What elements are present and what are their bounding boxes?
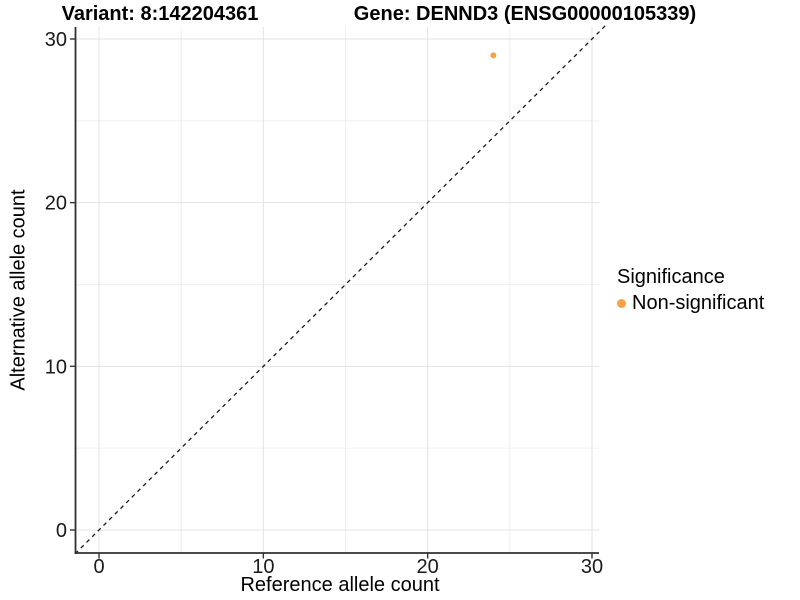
legend-point-icon (617, 299, 626, 308)
y-tick-label: 10 (45, 356, 67, 378)
legend-item-label: Non-significant (632, 292, 765, 314)
legend-item: Non-significant (617, 292, 764, 315)
legend: Significance Non-significant (617, 266, 764, 315)
y-axis-title: Alternative allele count (7, 189, 30, 391)
x-axis-title: Reference allele count (240, 574, 440, 596)
y-tick-label: 30 (45, 29, 67, 51)
plot-title-gene: Gene: DENND3 (ENSG00000105339) (353, 3, 697, 25)
x-tick-label: 30 (581, 556, 603, 578)
plot-title-variant: Variant: 8:142204361 (61, 3, 259, 25)
y-tick-label: 0 (56, 520, 67, 542)
x-tick-label: 20 (417, 556, 439, 578)
legend-title: Significance (617, 266, 725, 288)
x-tick-label: 10 (252, 556, 274, 578)
x-tick-label: 0 (93, 556, 104, 578)
y-tick-label: 20 (45, 193, 67, 215)
data-point (490, 52, 497, 59)
identity-line (74, 25, 606, 555)
